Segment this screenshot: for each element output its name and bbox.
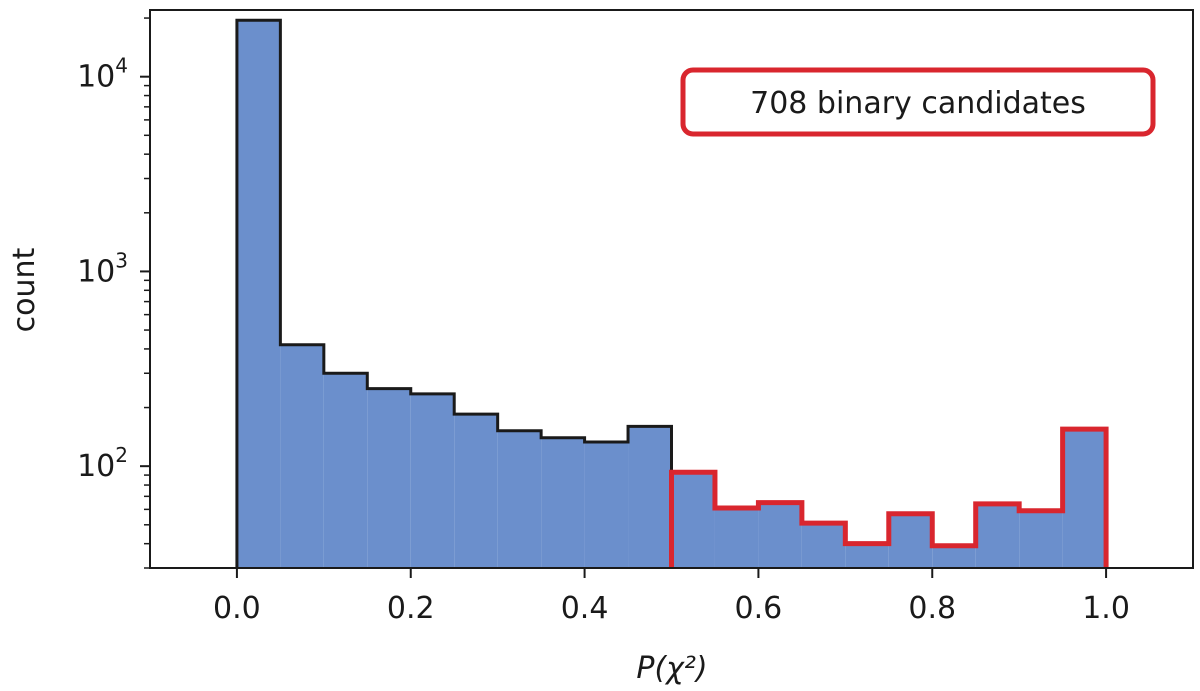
histogram-bar [236,20,281,608]
x-tick-label: 0.6 [735,591,783,626]
annotation-text: 708 binary candidates [750,86,1086,121]
x-tick-label: 0.0 [213,591,261,626]
plot-frame [149,9,1194,569]
x-tick-label: 1.0 [1082,591,1130,626]
y-tick-label: 104 [77,54,128,95]
annotation-box: 708 binary candidates [680,67,1156,137]
y-tick-label: 103 [77,248,128,289]
x-tick-label: 0.2 [387,591,435,626]
x-tick-label: 0.8 [908,591,956,626]
histogram-outline [235,18,673,568]
y-tick-label: 102 [77,443,128,484]
histogram-bar [280,344,324,608]
highlight-layer [669,426,1109,568]
candidate-outline [669,426,1109,568]
x-axis-label: P(χ²) [636,651,707,686]
y-axis-label: count [7,247,42,332]
axes-layer: 0.0 0.2 0.4 0.6 0.8 1.0 102 103 104 [0,9,1200,691]
x-tick-label: 0.4 [561,591,609,626]
below-axis-mask [0,568,1200,691]
